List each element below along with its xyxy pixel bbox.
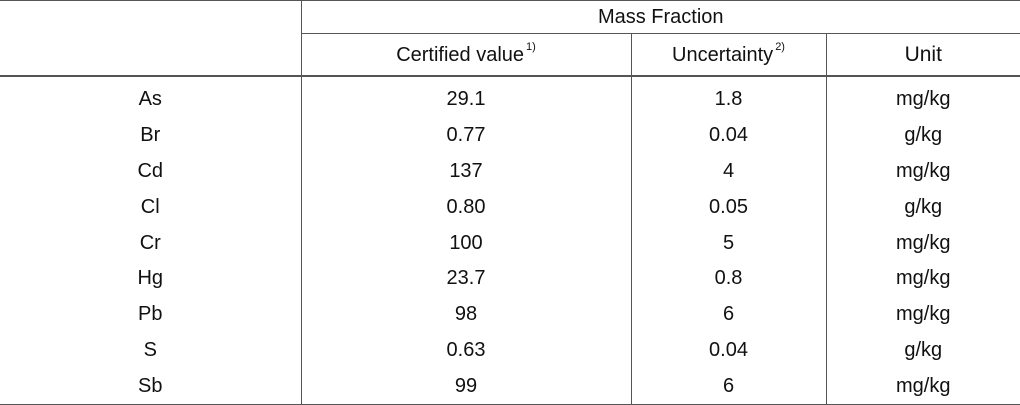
element-cell: Cr [139, 231, 161, 254]
unit-cell: mg/kg [825, 224, 1020, 261]
uncertainty-header-label: Uncertainty [672, 43, 774, 66]
header-row-group: Mass Fraction [0, 0, 1020, 77]
certified-value-cell: 137 [300, 152, 631, 189]
uncertainty-cell: 6 [630, 368, 826, 405]
uncertainty-cell: 1.8 [630, 76, 826, 117]
element-column-header [0, 0, 301, 77]
table-row: Cd 137 4 mg/kg [0, 152, 1020, 189]
uncertainty-cell: 0.04 [630, 332, 826, 369]
unit-cell: mg/kg [825, 152, 1020, 189]
unit-cell: mg/kg [825, 368, 1020, 405]
unit-cell: mg/kg [825, 260, 1020, 297]
table-body: As 29.1 1.8 mg/kg Br 0.77 0.04 g/kg Cd 1… [0, 76, 1020, 405]
element-cell: Pb [138, 303, 163, 326]
table-row: Sb 99 6 mg/kg [0, 368, 1020, 405]
certified-value-cell: 0.80 [300, 188, 631, 225]
certified-value-header: Certified value 1) [300, 33, 631, 77]
certified-value-cell: 99 [300, 368, 631, 405]
unit-cell: g/kg [825, 116, 1020, 153]
uncertainty-cell: 4 [630, 152, 826, 189]
table-row: Cl 0.80 0.05 g/kg [0, 188, 1020, 225]
certified-value-header-label: Certified value [396, 43, 525, 66]
table-row: Hg 23.7 0.8 mg/kg [0, 260, 1020, 297]
table-row: S 0.63 0.04 g/kg [0, 332, 1020, 369]
element-cell: Cl [140, 195, 160, 218]
table-row: Cr 100 5 mg/kg [0, 224, 1020, 261]
mass-fraction-header: Mass Fraction [300, 0, 1020, 34]
uncertainty-cell: 0.8 [630, 260, 826, 297]
certified-value-cell: 100 [300, 224, 631, 261]
table-row: As 29.1 1.8 mg/kg [0, 76, 1020, 117]
unit-cell: mg/kg [825, 296, 1020, 333]
element-cell: Sb [0, 368, 301, 405]
uncertainty-footnote-mark: 2) [775, 40, 785, 53]
element-cell: As [138, 87, 162, 110]
uncertainty-cell: 0.04 [630, 116, 826, 153]
header-row-columns: Certified value 1) Uncertainty 2) Unit [0, 33, 1020, 77]
certified-value-cell: 29.1 [300, 76, 631, 117]
element-cell: Hg [137, 267, 164, 290]
certified-value-cell: 0.63 [300, 332, 631, 369]
unit-cell: mg/kg [825, 76, 1020, 117]
uncertainty-cell: 5 [630, 224, 826, 261]
certified-value-footnote-mark: 1) [526, 40, 536, 53]
element-cell: Br [140, 123, 161, 146]
certified-value-cell: 23.7 [300, 260, 631, 297]
uncertainty-cell: 0.05 [630, 188, 826, 225]
element-cell: S [143, 339, 157, 362]
unit-cell: g/kg [825, 332, 1020, 369]
unit-header: Unit [825, 33, 1020, 77]
uncertainty-header: Uncertainty 2) [630, 33, 826, 77]
certified-value-cell: 0.77 [300, 116, 631, 153]
certified-value-cell: 98 [300, 296, 631, 333]
table-header: Mass Fraction Certified value 1) Uncertai… [0, 0, 1020, 77]
table-row: Br 0.77 0.04 g/kg [0, 116, 1020, 153]
uncertainty-cell: 6 [630, 296, 826, 333]
element-cell: Cd [137, 159, 164, 182]
table-row: Pb 98 6 mg/kg [0, 296, 1020, 333]
unit-cell: g/kg [825, 188, 1020, 225]
